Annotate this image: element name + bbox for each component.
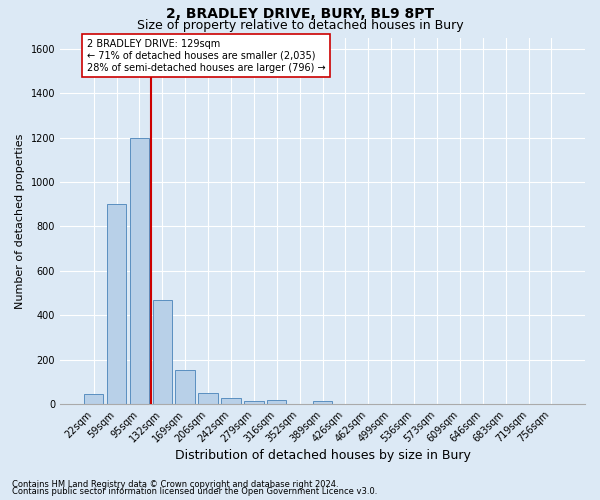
Bar — [244, 401, 263, 404]
X-axis label: Distribution of detached houses by size in Bury: Distribution of detached houses by size … — [175, 450, 470, 462]
Bar — [175, 370, 195, 404]
Bar — [221, 398, 241, 404]
Bar — [152, 300, 172, 404]
Text: Size of property relative to detached houses in Bury: Size of property relative to detached ho… — [137, 19, 463, 32]
Y-axis label: Number of detached properties: Number of detached properties — [15, 133, 25, 308]
Bar — [313, 401, 332, 404]
Bar — [199, 393, 218, 404]
Text: Contains public sector information licensed under the Open Government Licence v3: Contains public sector information licen… — [12, 487, 377, 496]
Bar — [130, 138, 149, 404]
Text: Contains HM Land Registry data © Crown copyright and database right 2024.: Contains HM Land Registry data © Crown c… — [12, 480, 338, 489]
Text: 2, BRADLEY DRIVE, BURY, BL9 8PT: 2, BRADLEY DRIVE, BURY, BL9 8PT — [166, 8, 434, 22]
Bar — [107, 204, 126, 404]
Text: 2 BRADLEY DRIVE: 129sqm
← 71% of detached houses are smaller (2,035)
28% of semi: 2 BRADLEY DRIVE: 129sqm ← 71% of detache… — [87, 40, 325, 72]
Bar — [267, 400, 286, 404]
Bar — [84, 394, 103, 404]
